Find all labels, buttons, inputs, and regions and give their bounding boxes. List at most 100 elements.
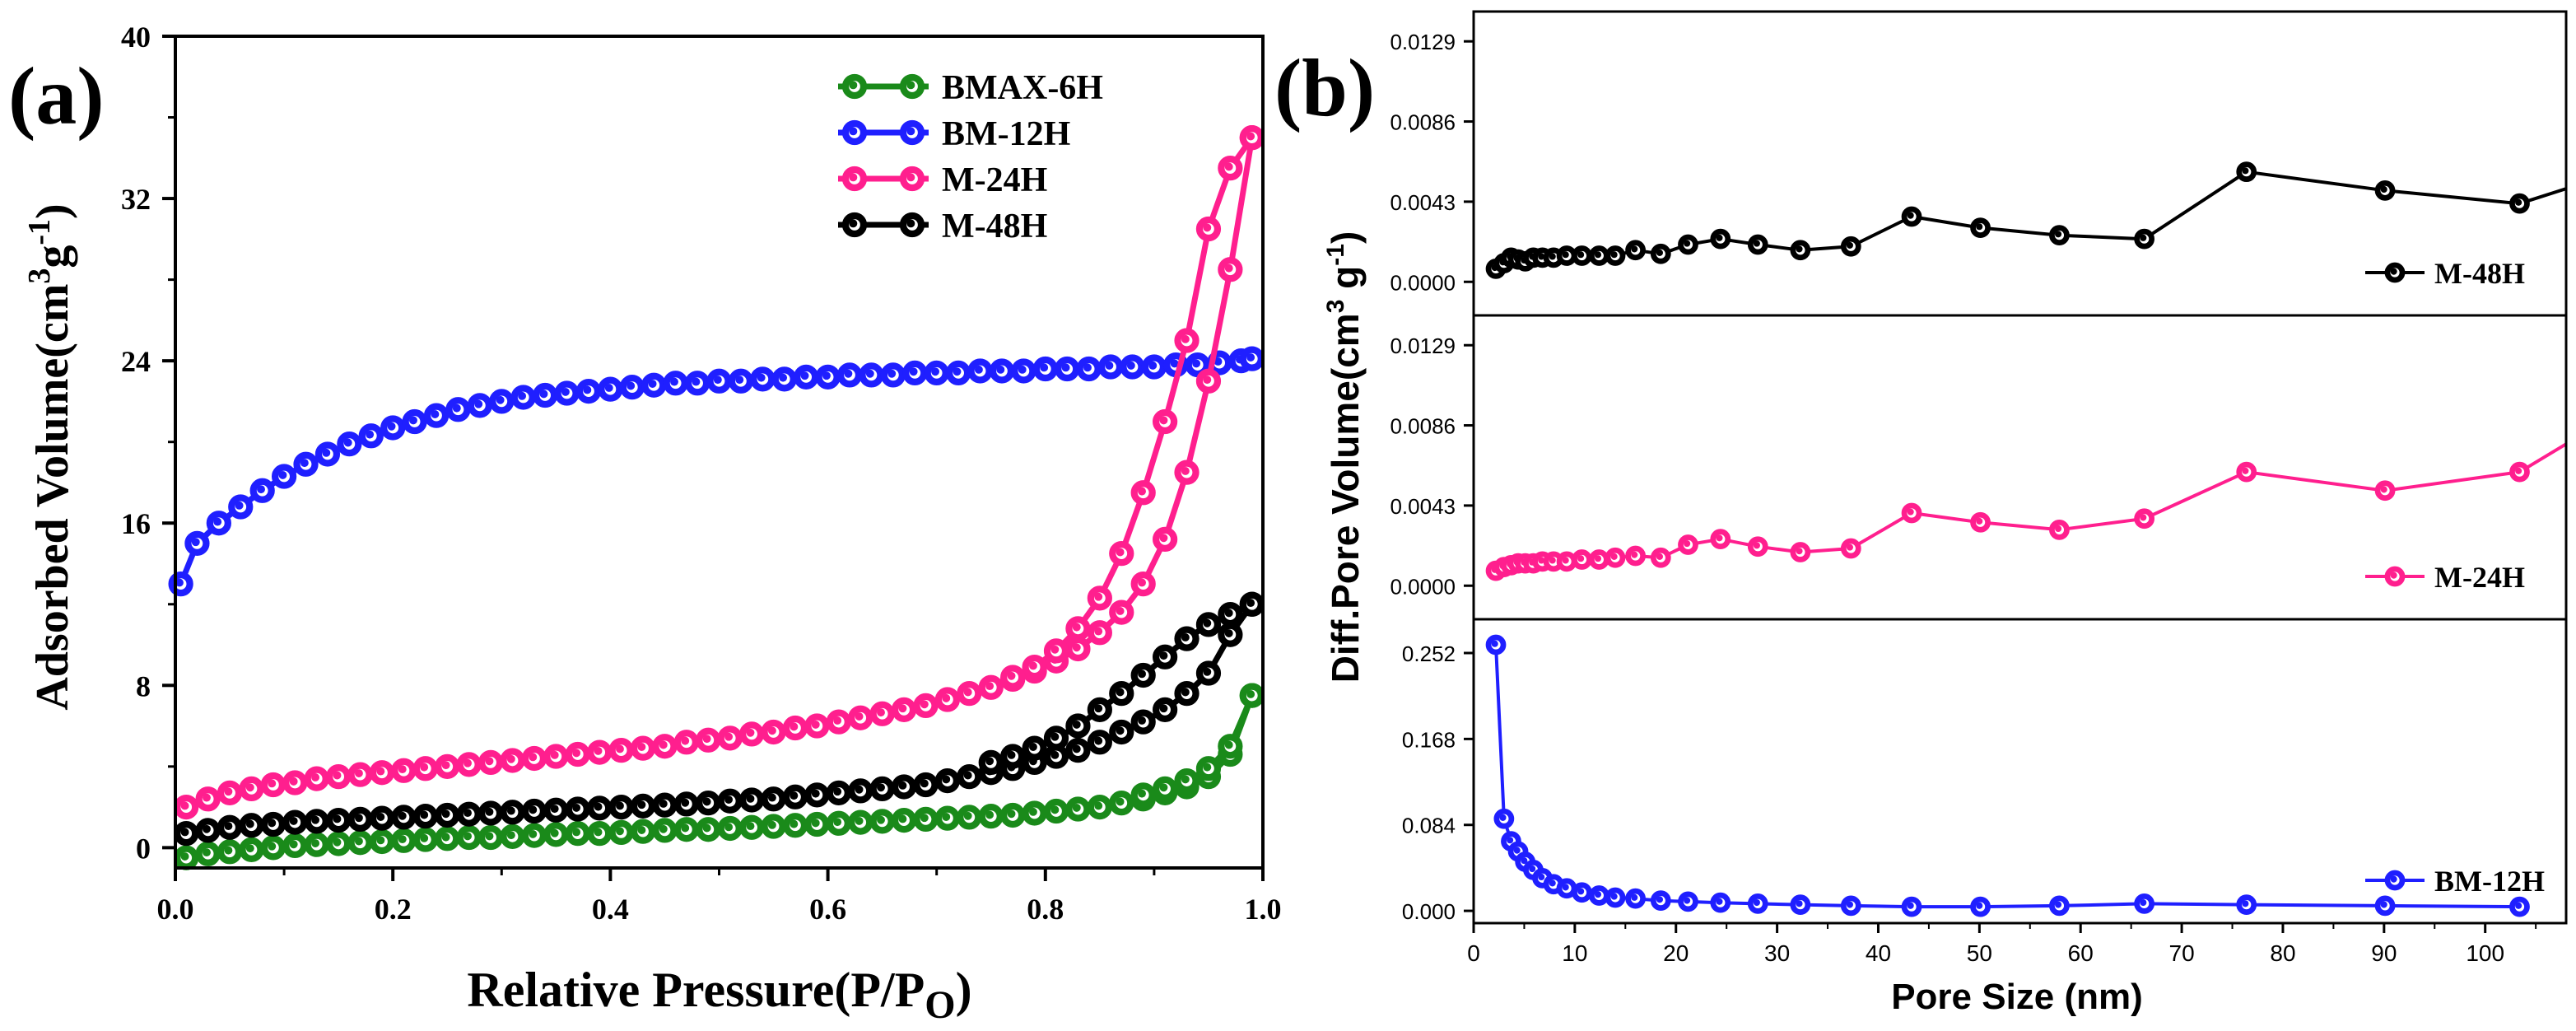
panel-a-m-24h-point-core (920, 700, 929, 709)
panel-b-m-48h-point-core (2515, 198, 2522, 206)
panel-a-bmax-6h-point (978, 804, 1004, 829)
panel-b-x-tick-label: 0 (1467, 940, 1480, 966)
panel-a-m-48h-point-core (616, 801, 624, 810)
panel-a-m-24h-point (500, 748, 525, 773)
panel-a-bmax-6h-point (565, 820, 590, 847)
panel-a-bmax-6h-point (239, 837, 264, 862)
panel-a-m-48h-point-core (659, 800, 668, 808)
panel-a-bmax-6h-point (326, 831, 352, 856)
panel-a-bm-12h-point-core (909, 367, 918, 376)
panel-b-ylabel-mid: g (1324, 266, 1367, 300)
panel-a-bm-12h-point-core (431, 410, 440, 418)
panel-a-y-tick-label: 0 (136, 832, 151, 865)
panel-b-y-tick-label: 0.0086 (1390, 110, 1456, 135)
panel-b-m-24h-point (1625, 545, 1646, 567)
panel-a-bm-12h-point-core (539, 390, 548, 399)
panel-a-legend-marker (899, 119, 925, 146)
panel-a-bm-12h-point-core (953, 367, 962, 376)
panel-a-m-48h-point-core (637, 800, 646, 809)
panel-a-m-24h-point (891, 697, 917, 722)
panel-b-axes: 0.00000.00430.00860.01290.00000.00430.00… (1390, 10, 2568, 966)
panel-a-m-48h-point-core (506, 806, 515, 815)
panel-a-bm-12h-point (271, 464, 297, 489)
panel-a-bm-12h-point (794, 364, 819, 390)
panel-b-y-tick-label: 0.084 (1402, 814, 1456, 838)
panel-a-m-48h-point (848, 778, 873, 804)
panel-a-m-24h-point (347, 762, 373, 787)
panel-b-m-48h-point (1710, 228, 1731, 250)
panel-a-m-24h-point-core (333, 771, 342, 780)
panel-a-m-48h-point (587, 795, 613, 821)
panel-a-bmax-6h-point-core (1203, 763, 1212, 772)
panel-a-m-48h-point (957, 764, 982, 790)
panel-b-m-24h-point-core (1907, 508, 1914, 516)
panel-a-m-24h-point-core (1181, 467, 1190, 475)
panel-a-bmax-6h-point (1218, 734, 1243, 759)
panel-a-m-24h-point-core (268, 779, 277, 788)
panel-a-bm-12h-point-core (996, 365, 1005, 374)
panel-a-x-tick-label: 0.6 (809, 893, 846, 926)
panel-a-m-24h-point (435, 753, 460, 779)
panel-a-bmax-6h-point (782, 813, 808, 838)
panel-a-bm-12h-point-core (257, 485, 265, 494)
panel-a-series-m-48h (174, 591, 1265, 847)
panel-a-bm-12h-point (575, 378, 602, 404)
panel-a-bmax-6h-point (826, 810, 851, 836)
panel-a-m-48h-point (761, 786, 786, 812)
panel-a-bmax-6h-point (1109, 791, 1134, 816)
panel-a-bmax-6h-point-core (1181, 775, 1190, 784)
panel-a-bmax-6h-point-core (245, 844, 254, 853)
panel-a-bmax-6h-point-core (376, 836, 385, 845)
panel-a-bmax-6h-point-core (1072, 803, 1081, 812)
panel-a-bm-12h-point-core (757, 373, 766, 382)
panel-a-x-tick-label: 0.0 (157, 893, 194, 926)
panel-a-bm-12h-point (510, 385, 536, 410)
panel-b-ylabel-sup: 3 (1322, 300, 1349, 314)
panel-b-m-48h-point-core (1631, 245, 1638, 253)
panel-a-m-48h-point (260, 811, 286, 837)
panel-a-m-24h-point (1130, 480, 1156, 506)
panel-a-bmax-6h-point (696, 817, 721, 842)
panel-b-m-24h-point-core (1594, 555, 1602, 562)
panel-b-bm-12h-point-core (1753, 898, 1760, 907)
panel-a-bm-12h-point-core (474, 399, 483, 408)
panel-a-bmax-6h-point-core (833, 818, 842, 827)
panel-b-x-tick-label: 80 (2270, 940, 2295, 966)
panel-a-m-24h-point-core (942, 693, 951, 702)
panel-a-bm-12h-point (902, 360, 928, 386)
panel-a-bm-12h-point (1011, 358, 1036, 384)
panel-a-m-48h-point-core (767, 793, 776, 802)
panel-a-m-48h-point (1022, 735, 1047, 761)
panel-a-bmax-6h-point-core (1028, 807, 1037, 816)
panel-b-m-24h-point-core (1976, 517, 1983, 525)
panel-a-legend-marker (899, 212, 925, 238)
panel-a-legend-label: BMAX-6H (942, 69, 1103, 107)
panel-b-y-tick-label: 0.0043 (1390, 494, 1456, 519)
panel-a-m-48h-point-core (1094, 736, 1103, 745)
panel-a-m-48h-point-core (1138, 716, 1146, 725)
panel-a-bm-12h-point (249, 478, 275, 503)
panel-b-bm-12h-point (1556, 878, 1577, 899)
panel-b-bm-12h-point-core (1507, 837, 1514, 844)
panel-a-bm-12h-point (380, 415, 406, 441)
panel-a-m-24h-point-core (767, 726, 776, 735)
panel-a-legend-marker-core (906, 127, 915, 136)
panel-a-bmax-6h-point-core (268, 842, 277, 851)
panel-b-m-24h-point (2374, 480, 2396, 502)
panel-b-bm-12h-point-core (1538, 873, 1545, 881)
panel-a-bm-12h-point (706, 368, 732, 394)
panel-a-bmax-6h-point-core (877, 815, 885, 824)
panel-a-bmax-6h-point-core (659, 824, 668, 833)
panel-a-m-24h-point-core (289, 777, 298, 786)
panel-a-ylabel-close: ) (27, 203, 78, 219)
panel-b-m-48h-point-core (1907, 212, 1914, 219)
panel-a-m-48h-point-core (681, 798, 690, 807)
panel-a-bmax-6h-point-core (572, 828, 581, 837)
panel-a-bm-12h-point-core (604, 384, 613, 392)
panel-a-m-48h-point-core (811, 789, 820, 798)
panel-a-x-axis-label: Relative Pressure(P/PO) (467, 963, 971, 1027)
panel-a-m-48h-point (565, 796, 590, 822)
panel-a-bmax-6h-point-core (985, 810, 995, 819)
panel-a-series-layer (168, 125, 1265, 870)
panel-b-m-48h-point (1901, 206, 1922, 227)
